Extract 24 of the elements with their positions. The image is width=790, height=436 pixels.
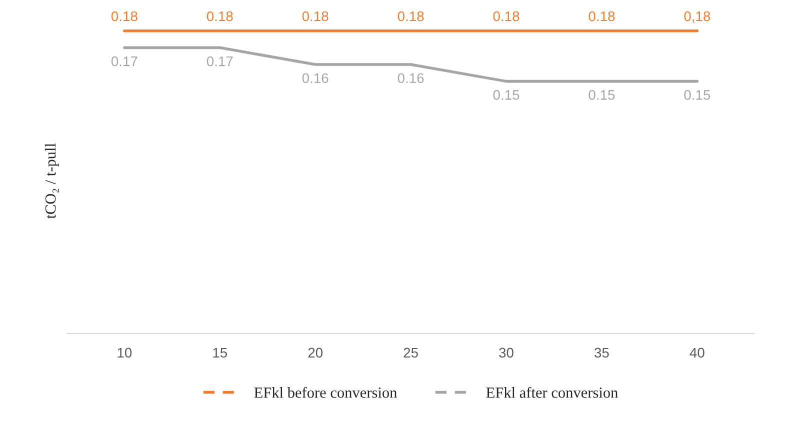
x-tick-label: 35 (594, 348, 609, 358)
data-label: 0.16 (398, 73, 424, 84)
data-label: 0.18 (588, 11, 615, 22)
x-tick-label: 40 (690, 348, 704, 358)
data-label: 0.15 (684, 90, 710, 100)
data-label: 0.17 (111, 56, 138, 66)
data-label: 0,18 (684, 11, 710, 23)
data-label: 0.18 (302, 11, 328, 22)
data-label: 0.18 (206, 11, 233, 22)
data-label: 0.18 (111, 11, 138, 22)
y-axis-title: tCO₂ / t-pull (44, 143, 59, 219)
data-label: 0.18 (493, 11, 520, 22)
legend-label: EFkl before conversion (254, 386, 397, 398)
data-label: 0.17 (206, 56, 233, 66)
x-tick-label: 10 (118, 348, 132, 358)
x-tick-label: 20 (308, 348, 323, 358)
data-label: 0.16 (302, 73, 328, 84)
legend-label: EFkl after conversion (486, 386, 618, 398)
x-tick-label: 25 (404, 348, 418, 358)
data-label: 0.15 (588, 90, 615, 100)
x-tick-label: 15 (213, 348, 228, 358)
data-label: 0.18 (398, 11, 424, 22)
x-tick-label: 30 (499, 348, 514, 358)
data-label: 0.15 (493, 90, 520, 100)
